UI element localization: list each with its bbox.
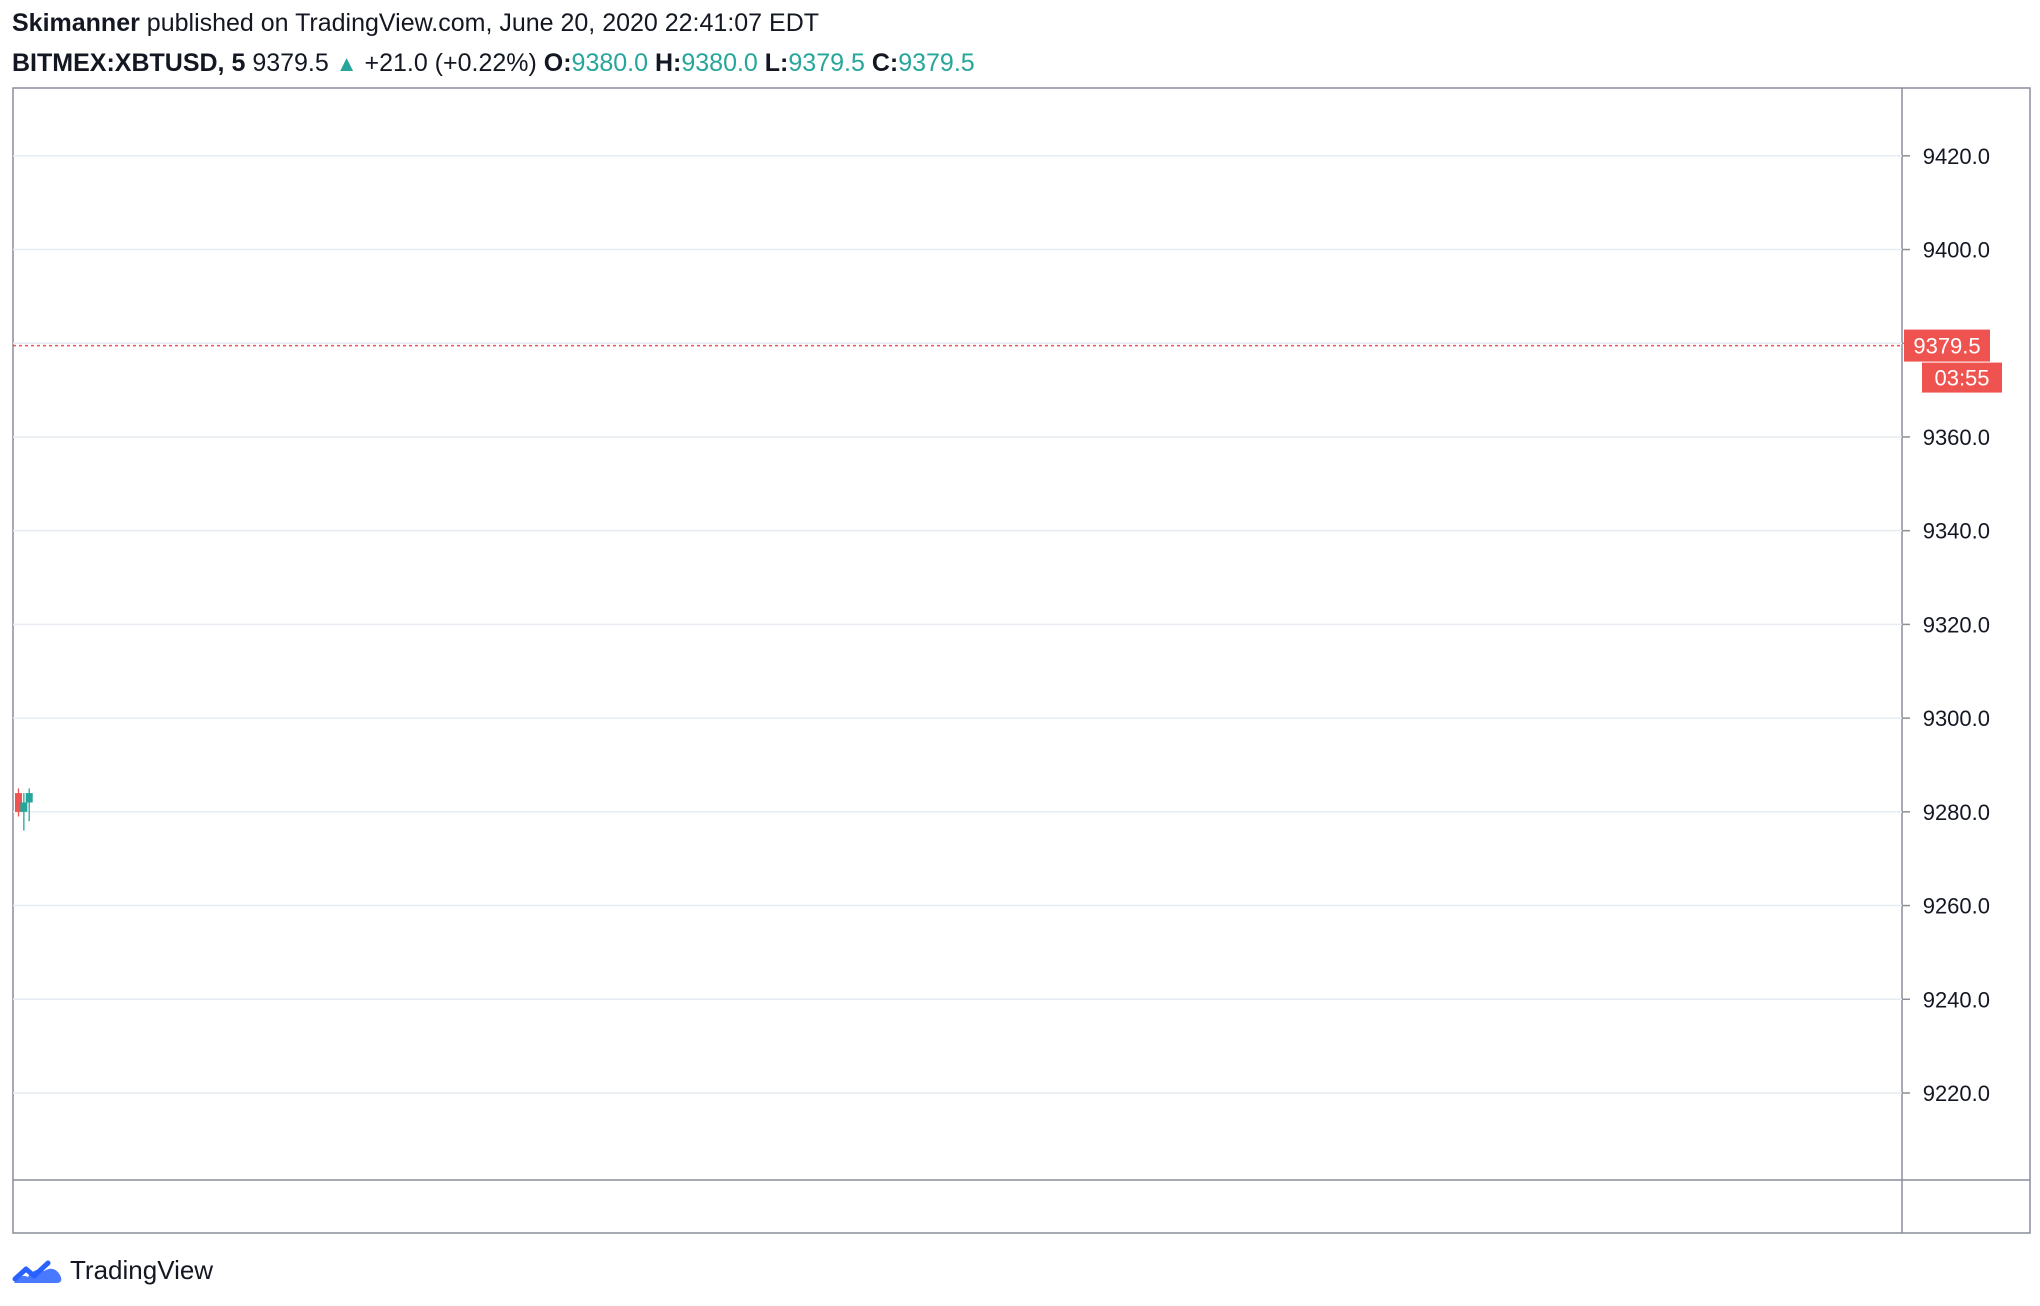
y-tick-label: 9420.0 (1923, 144, 1990, 169)
candle-body (20, 802, 28, 812)
y-tick-label: 9260.0 (1923, 894, 1990, 919)
y-tick-label: 9320.0 (1923, 612, 1990, 637)
y-tick-label: 9220.0 (1923, 1081, 1990, 1106)
y-tick-label: 9340.0 (1923, 519, 1990, 544)
up-arrow-icon: ▲ (335, 51, 358, 76)
low-value: 9379.5 (788, 49, 865, 77)
low-label: L: (764, 49, 789, 77)
close-value: 9379.5 (898, 49, 975, 77)
countdown-box (1922, 362, 2002, 393)
high-label: H: (654, 49, 682, 77)
author-name[interactable]: Skimanner (12, 9, 140, 37)
candle-body (15, 793, 22, 812)
publish-info: published on TradingView.com, June 20, 2… (146, 9, 820, 37)
open-label: O: (543, 49, 572, 77)
symbol-label: BITMEX:XBTUSD, 5 (12, 49, 246, 77)
price-change: +21.0 (+0.22%) (364, 49, 537, 77)
y-tick-label: 9360.0 (1923, 425, 1990, 450)
price-label-box (1904, 329, 1990, 362)
y-tick-label: 9300.0 (1923, 706, 1990, 731)
last-price: 9379.5 (252, 49, 329, 77)
candle[interactable] (15, 788, 22, 817)
y-tick-label: 9400.0 (1923, 238, 1990, 263)
candle-body (25, 793, 33, 803)
high-value: 9380.0 (681, 49, 758, 77)
close-label: C: (871, 49, 899, 77)
footer: TradingView (12, 1255, 213, 1286)
countdown-label: 03:55 (1934, 366, 1989, 391)
price-label: 9379.5 (1913, 334, 1980, 359)
open-value: 9380.0 (571, 49, 649, 77)
tradingview-brand[interactable]: TradingView (70, 1255, 214, 1285)
y-tick-label: 9280.0 (1923, 800, 1990, 825)
y-tick-label: 9240.0 (1923, 987, 1990, 1012)
ohlc-legend: BITMEX:XBTUSD, 5 9379.5 ▲ +21.0 (+0.22%)… (12, 48, 975, 79)
candle[interactable] (20, 793, 28, 831)
chart-frame (12, 87, 2031, 1234)
chart-header: Skimanner published on TradingView.com, … (12, 8, 975, 79)
publish-line: Skimanner published on TradingView.com, … (12, 8, 975, 38)
candle[interactable] (25, 788, 33, 822)
tradingview-logo-icon (12, 1260, 62, 1283)
